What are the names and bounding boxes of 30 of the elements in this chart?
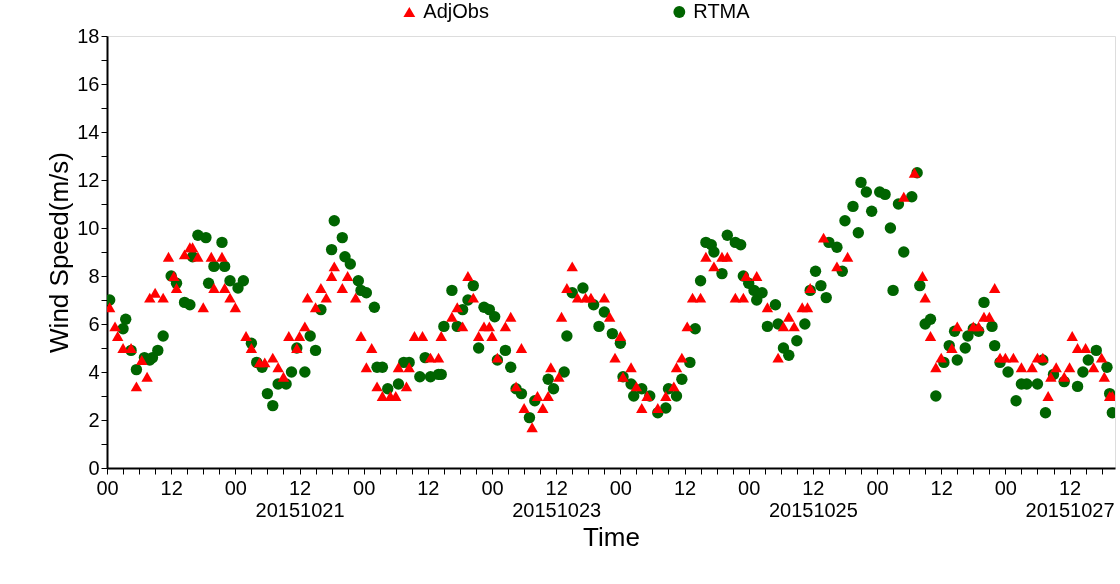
x-tick-label: 12 20151025 (768, 476, 858, 521)
y-tick-label: 16 (77, 72, 100, 95)
x-tick-label: 00 (353, 476, 376, 499)
x-tick-label: 12 (160, 476, 183, 499)
x-tick-label: 12 (930, 476, 953, 499)
x-tick-label: 00 (994, 476, 1017, 499)
x-tick-label: 12 20151023 (512, 476, 602, 521)
x-tick-label: 00 (224, 476, 247, 499)
x-tick-label: 00 (609, 476, 632, 499)
x-tick-label: 12 20151027 (1025, 476, 1115, 521)
y-tick-label: 8 (88, 264, 100, 287)
y-tick-label: 12 (77, 168, 100, 191)
y-tick-label: 14 (77, 120, 100, 143)
x-axis-title: Time (583, 521, 640, 552)
y-tick-label: 0 (88, 456, 100, 479)
y-axis-title: Wind Speed(m/s) (44, 152, 75, 353)
y-tick-label: 18 (77, 24, 100, 47)
x-tick-label: 12 (673, 476, 697, 499)
y-tick-label: 10 (77, 216, 100, 239)
y-tick-label: 6 (88, 312, 100, 335)
y-tick-label: 2 (88, 408, 100, 431)
x-tick-label: 12 (417, 476, 440, 499)
legend-label: AdjObs (423, 0, 489, 22)
x-tick-label: 00 (481, 476, 504, 499)
y-tick-label: 4 (88, 360, 100, 383)
x-tick-label: 12 20151021 (255, 476, 345, 521)
legend-label: RTMA (693, 0, 751, 22)
x-tick-label: 00 (866, 476, 889, 499)
x-tick-label: 00 (738, 476, 761, 499)
x-tick-label: 00 (96, 476, 119, 499)
